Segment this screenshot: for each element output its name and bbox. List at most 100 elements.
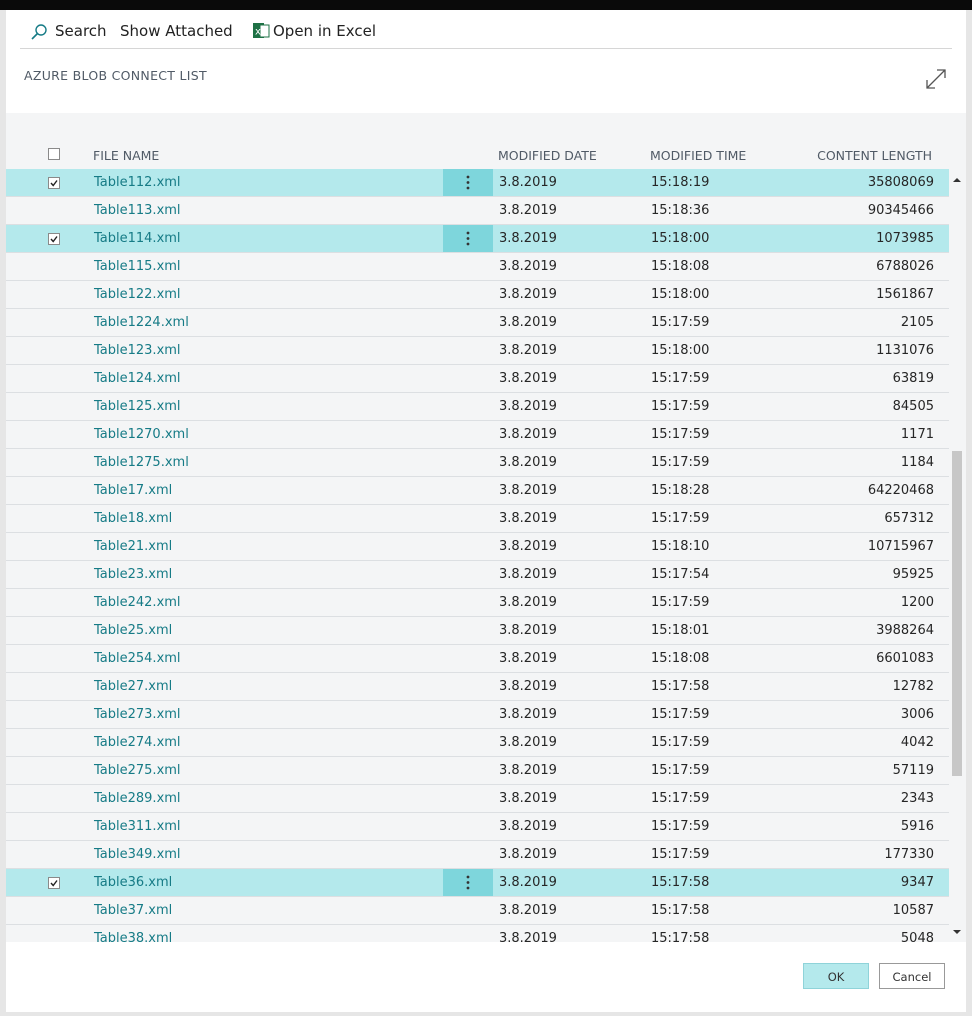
file-name-cell[interactable]: Table242.xml	[94, 595, 181, 610]
row-actions-button[interactable]	[443, 169, 493, 196]
modified-date-cell: 3.8.2019	[499, 259, 557, 274]
table-row[interactable]: Table311.xml 3.8.2019 15:17:59 5916	[6, 813, 949, 841]
row-actions-button[interactable]	[443, 225, 493, 252]
table-row[interactable]: Table112.xml 3.8.2019 15:18:19 35808069	[6, 169, 949, 197]
table-row[interactable]: Table18.xml 3.8.2019 15:17:59 657312	[6, 505, 949, 533]
file-name-cell[interactable]: Table115.xml	[94, 259, 181, 274]
file-name-cell[interactable]: Table273.xml	[94, 707, 181, 722]
file-name-cell[interactable]: Table122.xml	[94, 287, 181, 302]
modified-time-cell: 15:17:58	[651, 875, 710, 890]
file-name-cell[interactable]: Table125.xml	[94, 399, 181, 414]
table-row[interactable]: Table17.xml 3.8.2019 15:18:28 64220468	[6, 477, 949, 505]
file-name-cell[interactable]: Table289.xml	[94, 791, 181, 806]
file-name-cell[interactable]: Table23.xml	[94, 567, 173, 582]
content-length-cell: 1561867	[876, 287, 934, 302]
modified-date-cell: 3.8.2019	[499, 399, 557, 414]
ok-button[interactable]: OK	[803, 963, 869, 989]
file-name-cell[interactable]: Table21.xml	[94, 539, 173, 554]
select-all-checkbox[interactable]	[48, 148, 60, 160]
expand-icon[interactable]	[924, 67, 948, 91]
table-row[interactable]: Table1224.xml 3.8.2019 15:17:59 2105	[6, 309, 949, 337]
table-row[interactable]: Table242.xml 3.8.2019 15:17:59 1200	[6, 589, 949, 617]
file-name-cell[interactable]: Table114.xml	[94, 231, 181, 246]
table-row[interactable]: Table115.xml 3.8.2019 15:18:08 6788026	[6, 253, 949, 281]
search-icon[interactable]	[30, 23, 48, 41]
column-header[interactable]: FILE NAME	[93, 148, 160, 163]
content-length-cell: 10587	[892, 903, 934, 918]
table-row[interactable]: Table37.xml 3.8.2019 15:17:58 10587	[6, 897, 949, 925]
file-name-cell[interactable]: Table113.xml	[94, 203, 181, 218]
row-checkbox[interactable]	[48, 233, 60, 245]
file-name-cell[interactable]: Table254.xml	[94, 651, 181, 666]
column-header[interactable]: MODIFIED DATE	[498, 148, 597, 163]
modified-date-cell: 3.8.2019	[499, 763, 557, 778]
content-length-cell: 95925	[892, 567, 934, 582]
column-header[interactable]: MODIFIED TIME	[650, 148, 747, 163]
table-row[interactable]: Table124.xml 3.8.2019 15:17:59 63819	[6, 365, 949, 393]
table-row[interactable]: Table25.xml 3.8.2019 15:18:01 3988264	[6, 617, 949, 645]
scrollbar[interactable]	[950, 171, 964, 942]
table-row[interactable]: Table273.xml 3.8.2019 15:17:59 3006	[6, 701, 949, 729]
modified-time-cell: 15:17:54	[651, 567, 710, 582]
file-name-cell[interactable]: Table17.xml	[94, 483, 173, 498]
table-row[interactable]: Table125.xml 3.8.2019 15:17:59 84505	[6, 393, 949, 421]
file-name-cell[interactable]: Table1275.xml	[94, 455, 189, 470]
modified-time-cell: 15:17:58	[651, 679, 710, 694]
file-name-cell[interactable]: Table112.xml	[94, 175, 181, 190]
row-checkbox[interactable]	[48, 877, 60, 889]
table-row[interactable]: Table36.xml 3.8.2019 15:17:58 9347	[6, 869, 949, 897]
file-name-cell[interactable]: Table274.xml	[94, 735, 181, 750]
file-name-cell[interactable]: Table18.xml	[94, 511, 173, 526]
row-checkbox[interactable]	[48, 177, 60, 189]
modified-date-cell: 3.8.2019	[499, 343, 557, 358]
modified-date-cell: 3.8.2019	[499, 203, 557, 218]
table-row[interactable]: Table114.xml 3.8.2019 15:18:00 1073985	[6, 225, 949, 253]
table-row[interactable]: Table1275.xml 3.8.2019 15:17:59 1184	[6, 449, 949, 477]
modified-time-cell: 15:17:59	[651, 791, 710, 806]
table-row[interactable]: Table38.xml 3.8.2019 15:17:58 5048	[6, 925, 949, 942]
table-row[interactable]: Table274.xml 3.8.2019 15:17:59 4042	[6, 729, 949, 757]
modified-date-cell: 3.8.2019	[499, 231, 557, 246]
file-name-cell[interactable]: Table123.xml	[94, 343, 181, 358]
table-row[interactable]: Table254.xml 3.8.2019 15:18:08 6601083	[6, 645, 949, 673]
table-row[interactable]: Table113.xml 3.8.2019 15:18:36 90345466	[6, 197, 949, 225]
content-length-cell: 1171	[900, 427, 934, 442]
file-name-cell[interactable]: Table349.xml	[94, 847, 181, 862]
file-name-cell[interactable]: Table36.xml	[94, 875, 173, 890]
file-name-cell[interactable]: Table275.xml	[94, 763, 181, 778]
column-header[interactable]: CONTENT LENGTH	[817, 148, 932, 163]
file-name-cell[interactable]: Table38.xml	[94, 931, 173, 942]
table-row[interactable]: Table27.xml 3.8.2019 15:17:58 12782	[6, 673, 949, 701]
modified-date-cell: 3.8.2019	[499, 651, 557, 666]
modified-date-cell: 3.8.2019	[499, 847, 557, 862]
file-name-cell[interactable]: Table37.xml	[94, 903, 173, 918]
table-row[interactable]: Table349.xml 3.8.2019 15:17:59 177330	[6, 841, 949, 869]
modified-date-cell: 3.8.2019	[499, 735, 557, 750]
file-name-cell[interactable]: Table27.xml	[94, 679, 173, 694]
modified-time-cell: 15:17:59	[651, 707, 710, 722]
content-length-cell: 657312	[884, 511, 934, 526]
file-name-cell[interactable]: Table1270.xml	[94, 427, 189, 442]
content-length-cell: 177330	[884, 847, 934, 862]
modified-time-cell: 15:17:59	[651, 399, 710, 414]
table-row[interactable]: Table21.xml 3.8.2019 15:18:10 10715967	[6, 533, 949, 561]
modified-date-cell: 3.8.2019	[499, 427, 557, 442]
show-attached-button[interactable]: Show Attached	[120, 22, 233, 40]
row-actions-button[interactable]	[443, 869, 493, 896]
table-row[interactable]: Table289.xml 3.8.2019 15:17:59 2343	[6, 785, 949, 813]
file-name-cell[interactable]: Table124.xml	[94, 371, 181, 386]
table-row[interactable]: Table275.xml 3.8.2019 15:17:59 57119	[6, 757, 949, 785]
modified-date-cell: 3.8.2019	[499, 903, 557, 918]
file-name-cell[interactable]: Table1224.xml	[94, 315, 189, 330]
table-row[interactable]: Table122.xml 3.8.2019 15:18:00 1561867	[6, 281, 949, 309]
table-row[interactable]: Table123.xml 3.8.2019 15:18:00 1131076	[6, 337, 949, 365]
open-in-excel-button[interactable]: Open in Excel	[273, 22, 377, 40]
table-row[interactable]: Table23.xml 3.8.2019 15:17:54 95925	[6, 561, 949, 589]
cancel-button[interactable]: Cancel	[879, 963, 945, 989]
search-button[interactable]: Search	[55, 22, 107, 40]
file-name-cell[interactable]: Table311.xml	[94, 819, 181, 834]
excel-icon[interactable]: x	[252, 22, 270, 40]
table-row[interactable]: Table1270.xml 3.8.2019 15:17:59 1171	[6, 421, 949, 449]
modified-date-cell: 3.8.2019	[499, 455, 557, 470]
file-name-cell[interactable]: Table25.xml	[94, 623, 173, 638]
